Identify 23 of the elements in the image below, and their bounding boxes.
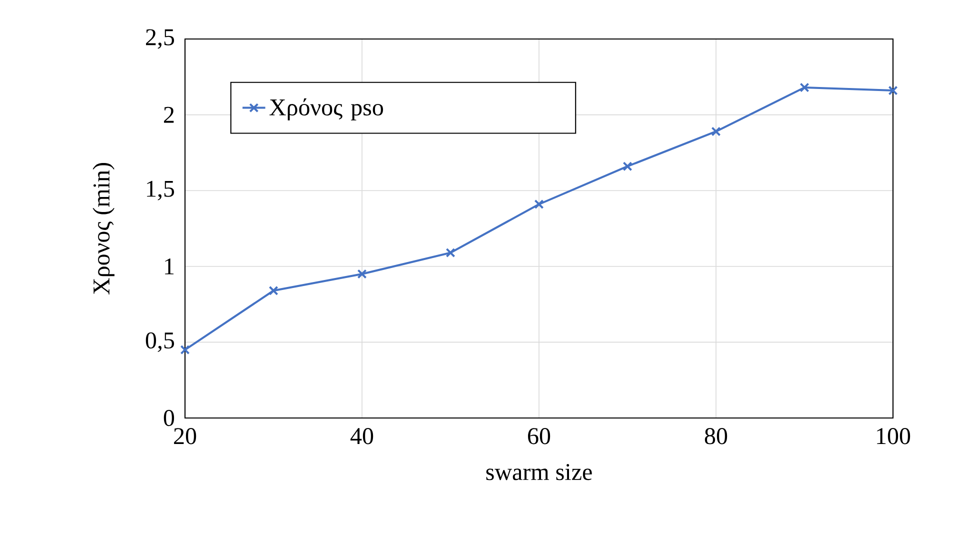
- y-tick-label: 0: [164, 410, 174, 426]
- point: [534, 199, 544, 209]
- x-tick-label: 40: [350, 428, 374, 444]
- x-tick-label: 100: [877, 428, 910, 444]
- point: [800, 82, 810, 92]
- x-tick-label: 80: [704, 428, 728, 444]
- y-axis-title: Χρονος (min): [92, 163, 114, 294]
- y-tick-label: 1: [165, 258, 174, 274]
- point: [268, 286, 278, 296]
- point: [446, 248, 456, 258]
- x-axis-title: swarm size: [486, 464, 592, 480]
- x-tick-label: 60: [528, 428, 550, 444]
- point: [888, 86, 898, 96]
- y-tick-label: 0,5: [146, 332, 174, 352]
- y-tick-label: 2: [164, 106, 174, 123]
- y-tick-label: 1,5: [147, 180, 174, 200]
- y-tick-label: 2,5: [146, 29, 174, 49]
- point: [622, 162, 632, 172]
- legend-label: Χρόνος pso: [269, 98, 384, 120]
- point: [357, 269, 367, 279]
- x-tick-label: 20: [174, 428, 196, 444]
- point: [180, 344, 190, 355]
- point: [711, 126, 721, 136]
